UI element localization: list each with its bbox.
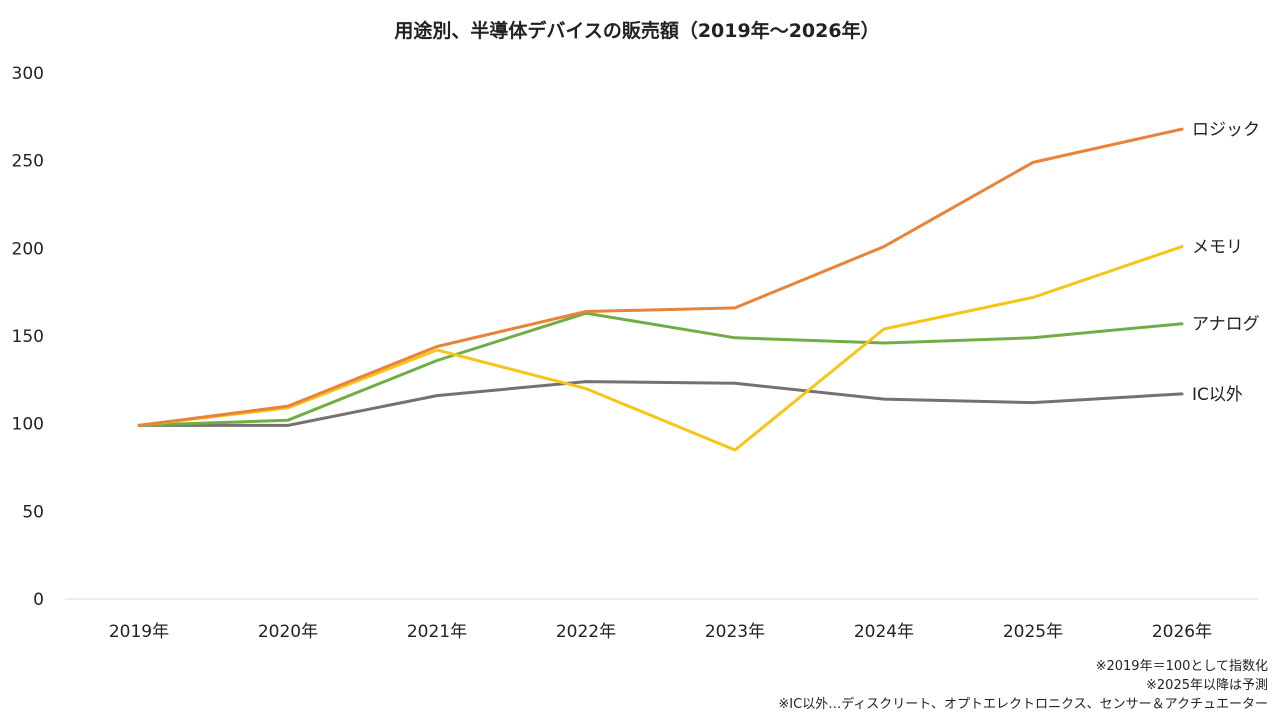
series-label: ロジック — [1192, 120, 1260, 140]
series-line — [137, 127, 1184, 427]
footnotes: ※2019年＝100として指数化 ※2025年以降は予測 ※IC以外…ディスクリ… — [778, 657, 1268, 714]
x-tick-label: 2020年 — [258, 622, 318, 642]
y-tick-label: 50 — [22, 502, 44, 522]
y-tick-label: 250 — [12, 152, 44, 172]
x-tick-label: 2021年 — [407, 622, 467, 642]
footnote-ic-definition: ※IC以外…ディスクリート、オプトエレクトロニクス、センサー＆アクチュエーター — [778, 697, 1268, 712]
y-tick-label: 0 — [33, 590, 44, 610]
series-label: メモリ — [1192, 238, 1243, 258]
series-line — [137, 245, 1184, 452]
footnote-index: ※2019年＝100として指数化 — [1095, 659, 1268, 674]
x-tick-label: 2025年 — [1003, 622, 1063, 642]
x-tick-label: 2022年 — [556, 622, 616, 642]
x-tick-label: 2023年 — [705, 622, 765, 642]
y-tick-label: 300 — [12, 64, 44, 84]
x-tick-label: 2026年 — [1152, 622, 1212, 642]
footnote-forecast: ※2025年以降は予測 — [1146, 678, 1268, 693]
chart-title: 用途別、半導体デバイスの販売額（2019年～2026年） — [394, 19, 879, 42]
y-tick-label: 150 — [12, 327, 44, 347]
x-tick-label: 2019年 — [109, 622, 169, 642]
series-label: アナログ — [1192, 315, 1260, 335]
x-axis-ticks: 2019年 2020年 2021年 2022年 2023年 2024年 2025年 2026年 — [109, 622, 1212, 642]
series-line — [137, 380, 1184, 427]
series-lines — [137, 127, 1184, 452]
series-label: IC以外 — [1192, 385, 1243, 405]
series-line — [137, 311, 1184, 427]
y-tick-label: 100 — [12, 415, 44, 435]
y-tick-label: 200 — [12, 239, 44, 259]
x-tick-label: 2024年 — [854, 622, 914, 642]
y-axis-ticks: 0 50 100 150 200 250 300 — [12, 64, 44, 610]
